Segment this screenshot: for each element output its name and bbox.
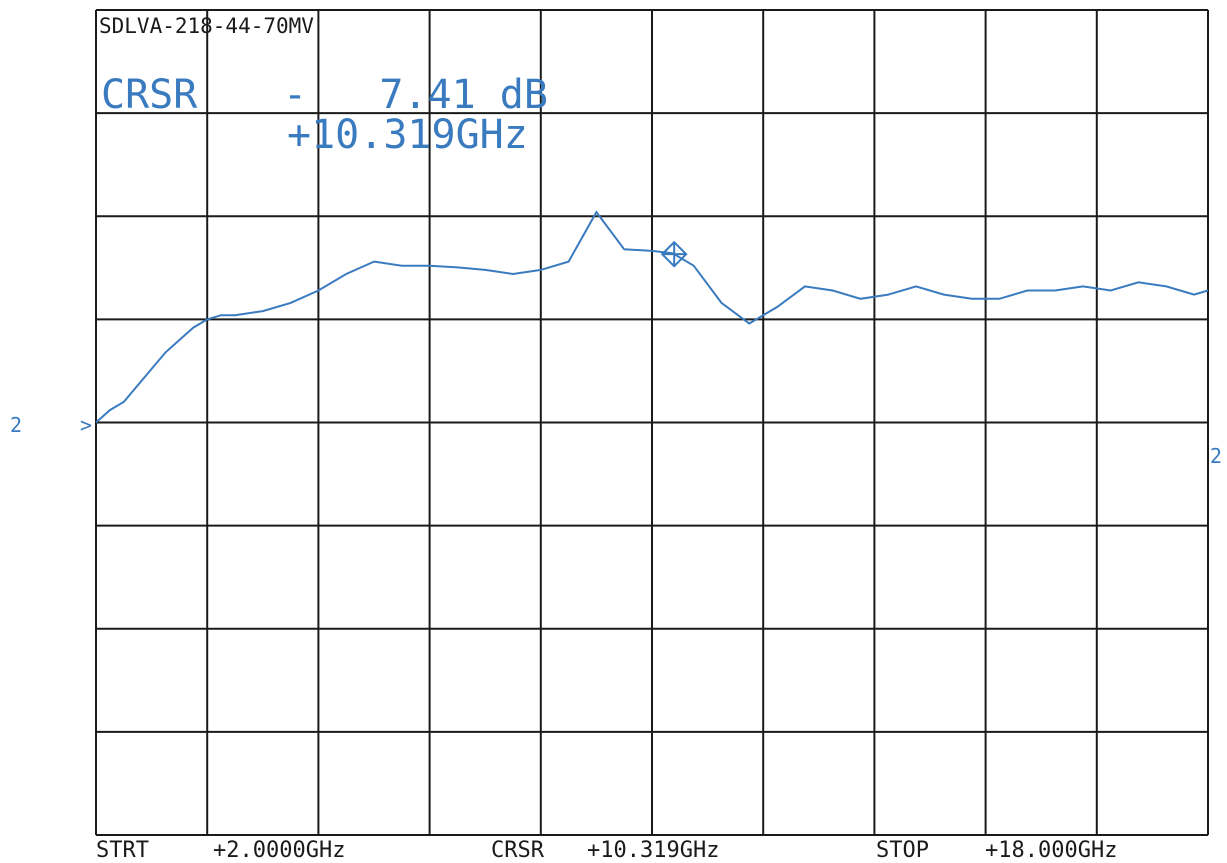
trace-line xyxy=(95,210,1209,424)
trace-number-right: 2 xyxy=(1210,444,1222,468)
stop-label: STOP xyxy=(876,838,929,863)
stop-value: +18.000GHz xyxy=(985,838,1117,863)
start-label: STRT xyxy=(96,838,149,863)
reference-marker: > xyxy=(80,413,92,437)
grid xyxy=(95,9,1209,836)
cursor-marker-icon xyxy=(660,240,688,268)
cursor-footer-label: CRSR xyxy=(491,838,545,863)
cursor-level: - 7.41 dB xyxy=(283,72,548,118)
start-value: +2.0000GHz xyxy=(213,838,345,863)
cursor-diamond xyxy=(660,240,688,268)
cursor-label: CRSR xyxy=(101,72,198,118)
cursor-frequency: +10.319GHz xyxy=(287,112,528,158)
trace-number-left: 2 xyxy=(10,413,22,437)
chart-title: SDLVA-218-44-70MV xyxy=(99,14,314,38)
cursor-footer-value: +10.319GHz xyxy=(587,838,719,863)
